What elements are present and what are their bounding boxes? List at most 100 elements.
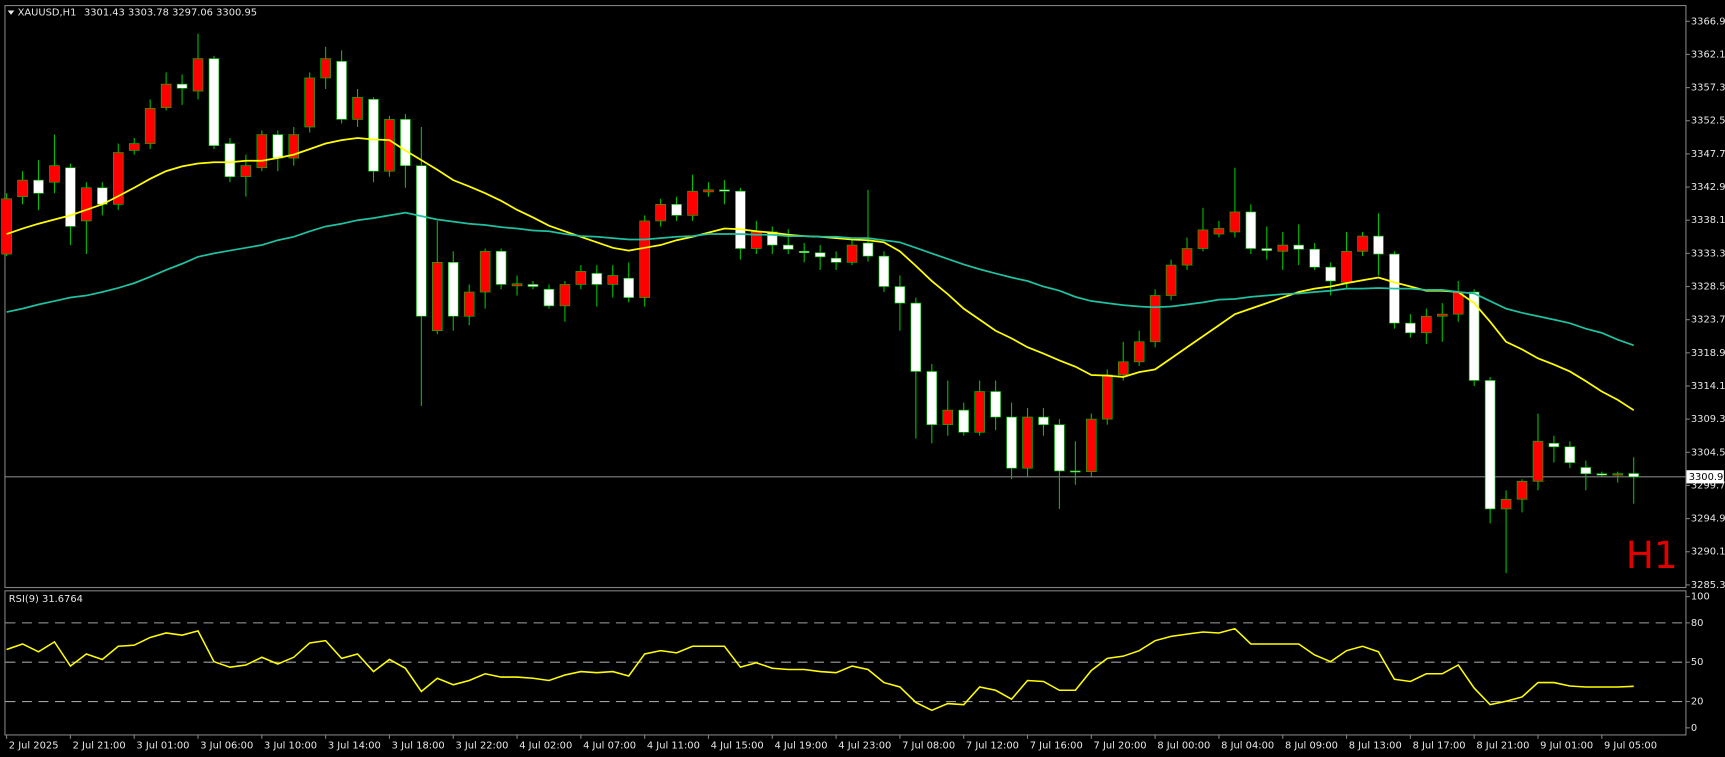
x-tick-label: 4 Jul 11:00 bbox=[647, 740, 700, 751]
candle-body bbox=[1117, 361, 1129, 376]
candle-body bbox=[256, 134, 268, 169]
candle-body bbox=[1468, 291, 1480, 381]
candle-body bbox=[192, 58, 204, 92]
y-tick-label: 3357.30 bbox=[1691, 83, 1725, 94]
x-tick-label: 7 Jul 20:00 bbox=[1094, 740, 1147, 751]
candle-body bbox=[224, 143, 236, 178]
menu-arrow[interactable] bbox=[7, 10, 15, 15]
candle-body bbox=[1628, 473, 1639, 478]
candle-body bbox=[1532, 440, 1544, 482]
candle-body bbox=[1596, 473, 1608, 476]
open: 3301.43 bbox=[84, 8, 125, 19]
candle-body bbox=[1548, 442, 1560, 448]
y-tick-label: 3362.10 bbox=[1691, 49, 1725, 60]
candle-body bbox=[910, 302, 922, 372]
candle-body bbox=[144, 107, 156, 144]
candle-body bbox=[495, 250, 507, 285]
candle-body bbox=[1500, 498, 1512, 510]
candle-body bbox=[1245, 211, 1257, 249]
candle-body bbox=[575, 271, 587, 285]
candle-body bbox=[176, 83, 188, 89]
chart-header: XAUUSD,H1 3301.43 3303.78 3297.06 3300.9… bbox=[18, 8, 257, 19]
candle-body bbox=[974, 391, 985, 433]
candle-body bbox=[703, 189, 714, 193]
x-tick-label: 8 Jul 13:00 bbox=[1349, 740, 1402, 751]
moving-average bbox=[6, 211, 1634, 347]
y-tick-label: 0 bbox=[1691, 723, 1697, 734]
x-tick-label: 8 Jul 04:00 bbox=[1221, 740, 1274, 751]
y-tick-label: 3328.50 bbox=[1691, 282, 1725, 293]
candle-body bbox=[1421, 315, 1432, 334]
x-tick-label: 7 Jul 08:00 bbox=[902, 740, 955, 751]
main-panel: 3366.90 3362.10 3357.30 3352.50 3347.70 3342.… bbox=[1, 16, 1725, 751]
candle-body bbox=[782, 244, 794, 250]
candle-body bbox=[591, 273, 603, 285]
x-tick-label: 4 Jul 07:00 bbox=[583, 740, 636, 751]
candle-body bbox=[942, 409, 954, 425]
y-tick-label: 3347.70 bbox=[1691, 149, 1725, 160]
candle-body bbox=[814, 252, 826, 258]
candle-body bbox=[1373, 235, 1384, 255]
candle-body bbox=[1229, 211, 1241, 233]
candle-body bbox=[112, 152, 124, 205]
candle-body bbox=[1405, 322, 1416, 334]
candle-body bbox=[1006, 416, 1017, 469]
rsi-line bbox=[6, 627, 1634, 712]
candle-body bbox=[1213, 228, 1225, 235]
x-tick-label: 8 Jul 09:00 bbox=[1285, 740, 1338, 751]
candle-body bbox=[607, 275, 619, 285]
candle-body bbox=[511, 283, 523, 287]
y-tick-label: 3366.90 bbox=[1691, 16, 1725, 27]
y-tick-label: 3338.10 bbox=[1691, 215, 1725, 226]
candle-body bbox=[671, 204, 682, 216]
candle-body bbox=[798, 250, 810, 254]
y-tick-label: 3314.10 bbox=[1691, 381, 1725, 392]
y-tick-label: 80 bbox=[1691, 618, 1704, 629]
x-tick-label: 8 Jul 17:00 bbox=[1413, 740, 1466, 751]
main-panel-frame bbox=[4, 5, 1687, 589]
timeframe-label: H1 bbox=[1626, 533, 1678, 577]
candle-body bbox=[1086, 418, 1097, 472]
candle-body bbox=[33, 179, 44, 194]
x-tick-label: 3 Jul 06:00 bbox=[200, 740, 253, 751]
y-tick-label: 3318.90 bbox=[1691, 348, 1725, 359]
candle-body bbox=[416, 165, 427, 317]
x-tick-label: 9 Jul 01:00 bbox=[1540, 740, 1593, 751]
high: 3303.78 bbox=[128, 8, 169, 19]
y-tick-label: 3299.70 bbox=[1691, 480, 1725, 491]
candle-body bbox=[1054, 424, 1065, 472]
candle-body bbox=[559, 284, 571, 307]
candle-body bbox=[1181, 248, 1193, 266]
y-tick-label: 3342.90 bbox=[1691, 182, 1725, 193]
candle-body bbox=[128, 143, 140, 151]
candle-body bbox=[1325, 266, 1336, 282]
y-tick-label: 3352.50 bbox=[1691, 116, 1725, 127]
rsi-title: RSI(9) bbox=[9, 594, 39, 605]
candle-body bbox=[400, 119, 411, 166]
candle-body bbox=[1165, 264, 1177, 296]
candle-body bbox=[527, 284, 539, 287]
candle-body bbox=[368, 99, 379, 172]
rsi-header: RSI(9) 31.6764 bbox=[9, 594, 83, 605]
y-tick-label: 3323.70 bbox=[1691, 315, 1725, 326]
candle-body bbox=[543, 288, 555, 307]
x-tick-label: 3 Jul 18:00 bbox=[392, 740, 445, 751]
y-tick-label: 3309.30 bbox=[1691, 414, 1725, 425]
candle-body bbox=[1564, 446, 1576, 463]
candle-body bbox=[719, 189, 730, 192]
candle-body bbox=[49, 165, 60, 183]
candle-body bbox=[336, 61, 347, 120]
candle-body bbox=[272, 134, 284, 159]
price-label: 3300.95 bbox=[1689, 472, 1725, 483]
x-tick-label: 3 Jul 14:00 bbox=[328, 740, 381, 751]
candle-body bbox=[655, 204, 666, 222]
candle-body bbox=[1149, 295, 1161, 343]
candle-body bbox=[846, 244, 858, 263]
x-tick-label: 3 Jul 10:00 bbox=[264, 740, 317, 751]
candle-body bbox=[830, 257, 842, 263]
candle-body bbox=[1133, 341, 1145, 363]
candle-body bbox=[160, 83, 172, 108]
x-tick-label: 8 Jul 00:00 bbox=[1157, 740, 1210, 751]
